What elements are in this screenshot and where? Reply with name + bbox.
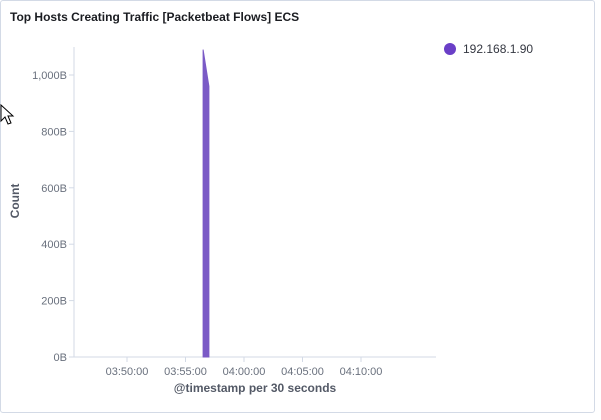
y-tick-label: 600B [41, 183, 67, 195]
y-tick-label: 0B [54, 352, 67, 364]
x-axis-title: @timestamp per 30 seconds [174, 381, 337, 395]
x-tick-label: 03:55:00 [164, 366, 207, 378]
y-tick-label: 200B [41, 296, 67, 308]
visualization-panel: Top Hosts Creating Traffic [Packetbeat F… [0, 0, 595, 413]
y-tick-label: 1,000B [32, 70, 67, 82]
y-tick-label: 400B [41, 239, 67, 251]
x-tick-label: 03:50:00 [106, 366, 149, 378]
legend-item[interactable]: 192.168.1.90 [444, 42, 533, 56]
x-tick-label: 04:05:00 [281, 366, 324, 378]
x-tick-label: 04:00:00 [223, 366, 266, 378]
mouse-pointer-icon [0, 104, 16, 126]
series-area-192-168-1-90[interactable] [203, 50, 209, 357]
x-axis: 03:50:00 03:55:00 04:00:00 04:05:00 04:10:00 [74, 357, 436, 378]
area-chart: 0B 200B 400B 600B 800B 1,000B 03:50:00 03:55:0… [1, 1, 596, 414]
legend-color-dot-icon [444, 43, 456, 55]
y-tick-label: 800B [41, 126, 67, 138]
y-axis: 0B 200B 400B 600B 800B 1,000B [32, 47, 74, 364]
x-tick-label: 04:10:00 [340, 366, 383, 378]
legend-label: 192.168.1.90 [463, 42, 533, 56]
series-layer[interactable] [203, 50, 209, 357]
y-axis-title: Count [8, 184, 22, 219]
